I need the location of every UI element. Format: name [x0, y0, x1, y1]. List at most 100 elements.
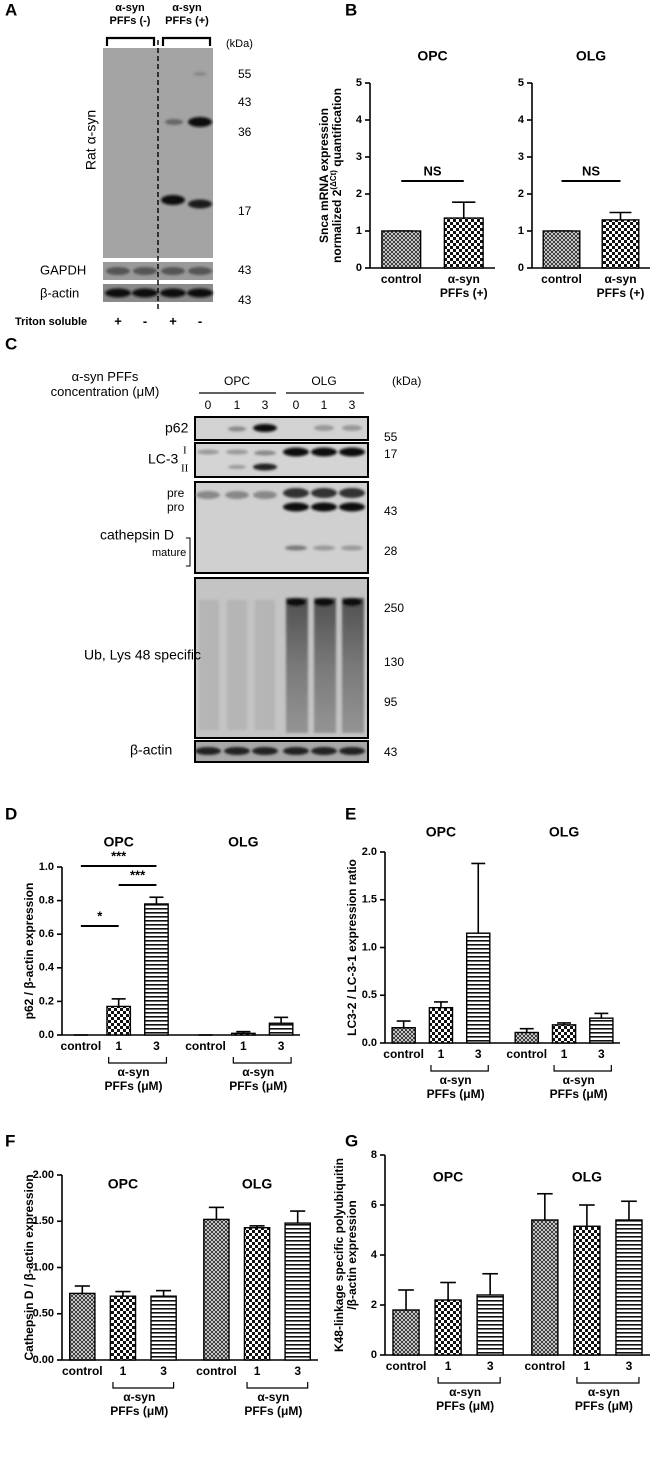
y-axis-label: normalized 2(ΔCt) quantification	[329, 88, 345, 263]
y-tick-label: 1.50	[33, 1215, 54, 1227]
lane-header: α-syn PFFs (+)	[165, 2, 209, 27]
group-label: α-syn PFFs (μM)	[229, 1066, 287, 1093]
y-tick-label: 0.8	[39, 895, 54, 907]
group-bracket	[232, 1057, 292, 1064]
group-title: OLG	[572, 1169, 602, 1185]
blot-a: α-syn PFFs (-) α-syn PFFs (+) (kDa) 55 4…	[15, 2, 253, 328]
row-label: Ub, Lys 48 specific	[84, 647, 201, 663]
x-tick-label: 3	[294, 1365, 301, 1378]
blot-c: α-syn PFFs concentration (μM) OPC OLG (k…	[51, 370, 421, 763]
group-label: OLG	[311, 374, 336, 388]
x-tick-label: 1	[445, 1360, 452, 1373]
bar	[476, 1294, 504, 1356]
lane-label: 3	[349, 398, 356, 412]
x-tick-label: control	[541, 273, 582, 286]
significance-label: ***	[130, 867, 146, 882]
marker: 95	[384, 695, 398, 709]
marker: 36	[238, 125, 252, 139]
row-label: p62	[165, 420, 189, 436]
y-tick-label: 1.0	[362, 941, 377, 953]
unit-label: (kDa)	[392, 374, 421, 388]
group-label-text: α-syn PFFs (μM)	[574, 1386, 633, 1413]
panel-label: E	[345, 804, 356, 823]
x-tick-label: 1	[254, 1365, 261, 1378]
x-tick-label-text: 1	[239, 1040, 247, 1053]
bar	[230, 1032, 256, 1036]
bar	[284, 1222, 311, 1361]
x-tick-label: control	[383, 1048, 424, 1061]
group-title: OLG	[549, 824, 579, 840]
bar	[243, 1227, 271, 1361]
y-tick-label: 2	[356, 188, 362, 200]
y-tick-label: 4	[356, 114, 363, 126]
y-axis-label: Cathepsin D / β-actin expression	[22, 1174, 36, 1360]
blot-membrane	[194, 442, 369, 478]
group-bracket	[437, 1377, 501, 1384]
x-tick-label-text: control	[506, 1048, 548, 1061]
fraction-sign: +	[114, 313, 122, 328]
x-tick-label: control	[185, 1040, 226, 1053]
bar	[150, 1295, 177, 1361]
x-tick-label: 1	[584, 1360, 591, 1373]
marker: 17	[238, 204, 252, 218]
y-tick-label: 0.0	[39, 1029, 54, 1041]
lane-header-text: α-syn PFFs (-)	[109, 2, 151, 27]
x-tick-label: control	[506, 1048, 548, 1061]
y-axis-label-part: quantification	[330, 88, 344, 170]
marker: 43	[238, 263, 252, 277]
x-tick-label: 1	[115, 1040, 122, 1053]
y-tick-label: 0.4	[39, 962, 55, 974]
loading-label: β-actin	[40, 285, 79, 300]
y-tick-label: 0.6	[39, 928, 54, 940]
marker: 43	[384, 745, 398, 759]
bar	[573, 1225, 601, 1356]
x-tick-label-text: control	[380, 273, 422, 286]
group-label-text: α-syn PFFs (μM)	[436, 1386, 495, 1413]
lane-label: 0	[293, 398, 300, 412]
y-tick-label: 0.2	[39, 995, 54, 1007]
x-tick-label-text: control	[383, 1048, 424, 1061]
y-axis-label: K48-linkage specific polyubiquitin	[332, 1158, 346, 1352]
bar	[392, 1309, 420, 1356]
y-tick-label: 2	[518, 188, 524, 200]
loading-label: GAPDH	[40, 262, 86, 277]
bar	[106, 1005, 132, 1036]
group-title: OLG	[228, 834, 258, 850]
bar	[109, 1295, 137, 1361]
bar	[601, 219, 640, 269]
y-tick-label: 3	[356, 151, 362, 163]
bar	[144, 903, 169, 1036]
bar	[514, 1031, 540, 1044]
x-tick-label-text: 3	[474, 1048, 482, 1061]
y-tick-label: 8	[371, 1149, 377, 1161]
y-tick-label: 4	[518, 114, 525, 126]
y-tick-label: 1.00	[33, 1261, 54, 1273]
x-tick-label: 1	[438, 1048, 445, 1061]
bands	[161, 72, 212, 209]
y-axis-label-part: normalized 2	[330, 189, 344, 263]
group-title: OLG	[242, 1176, 272, 1192]
group-label-text: α-syn PFFs (μM)	[244, 1391, 303, 1418]
x-tick-label: control	[62, 1365, 103, 1378]
x-tick-label-text: 3	[625, 1360, 633, 1373]
y-tick-label: 2.0	[362, 846, 377, 858]
y-tick-label: 5	[518, 77, 524, 89]
blot-membrane	[194, 481, 369, 574]
y-tick-label: 6	[371, 1199, 377, 1211]
x-tick-label-text: α-syn PFFs (+)	[596, 273, 645, 300]
lane-label: 1	[321, 398, 328, 412]
group-bracket	[108, 1057, 168, 1064]
group-bracket	[553, 1065, 612, 1072]
panel-label: F	[5, 1131, 15, 1150]
y-tick-label: 1	[356, 225, 362, 237]
bar	[615, 1219, 643, 1356]
bar	[434, 1299, 462, 1356]
bar	[69, 1292, 96, 1361]
x-tick-label-text: 3	[160, 1365, 167, 1378]
y-tick-label: 2.00	[33, 1169, 54, 1181]
marker: 43	[238, 293, 252, 307]
x-tick-label-text: 3	[598, 1048, 605, 1061]
marker: 17	[384, 447, 398, 461]
x-tick-label: 1	[120, 1365, 127, 1378]
